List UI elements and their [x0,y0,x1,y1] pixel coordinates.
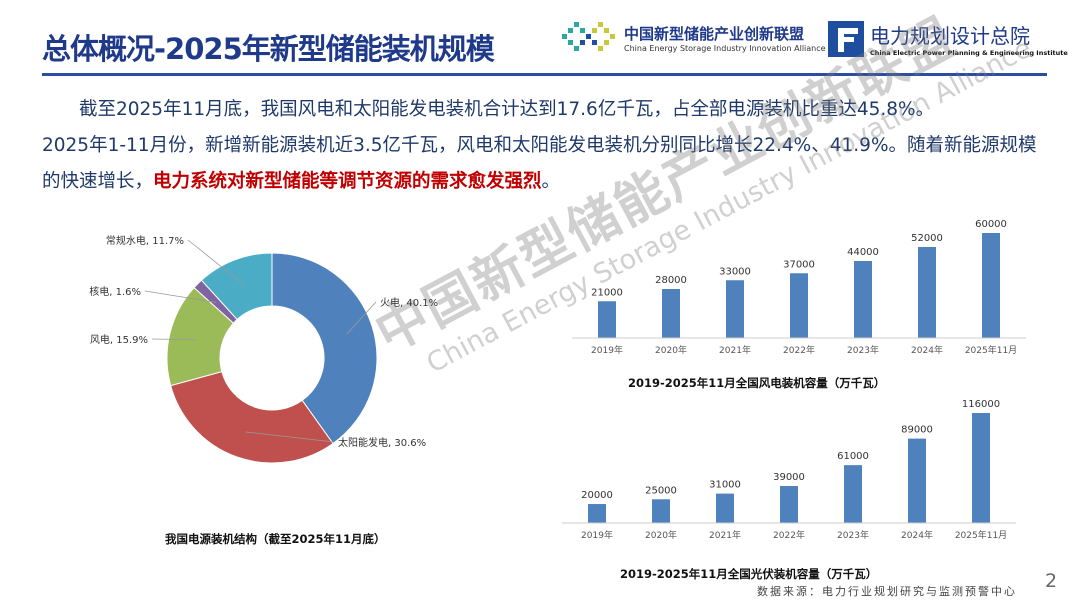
summary-line: 截至2025年11月底，我国风电和太阳能发电装机合计达到17.6亿千瓦，占全部电… [79,99,935,120]
bar-value-label: 28000 [655,275,687,286]
summary-line: 2025年1-11月份，新增新能源装机近3.5亿千瓦，风电和太阳能发电装机分别同… [42,135,1037,192]
slice-label: 风电, 15.9% [90,333,148,346]
bar [598,301,616,338]
institute-name-en: China Electric Power Planning & Engineer… [870,49,1068,57]
bar [972,413,990,523]
summary-end: 。 [541,171,561,192]
bar [844,465,862,523]
bar-value-label: 61000 [837,451,869,462]
bar [982,233,1000,338]
x-tick-label: 2024年 [901,529,933,541]
bar-value-label: 31000 [709,480,741,491]
alliance-name: 中国新型储能产业创新联盟 [624,25,805,43]
x-tick-label: 2025年11月 [955,529,1007,541]
slice-label: 火电, 40.1% [380,296,438,309]
x-tick-label: 2019年 [591,344,623,356]
leader-line [151,338,196,341]
institute-logo-icon [828,20,864,57]
highlight-text: 电力系统对新型储能等调节资源的需求愈发强烈 [153,171,542,192]
bar-value-label: 21000 [591,287,623,298]
alliance-logo: 中国新型储能产业创新联盟 China Energy Storage Industr… [560,20,826,56]
donut-slice-常规水电 [200,252,273,321]
x-tick-label: 2020年 [655,344,687,356]
x-tick-label: 2021年 [709,529,741,541]
bar-value-label: 52000 [911,233,943,244]
page-number: 2 [1045,570,1058,592]
donut-title: 我国电源装机结构（截至2025年11月底） [165,532,386,546]
bar [918,247,936,338]
bar [652,499,670,523]
bar [908,438,926,523]
data-source: 数据来源：电力行业规划研究与监测预警中心 [757,585,1017,598]
slice-label: 太阳能发电, 30.6% [338,436,426,449]
bar-value-label: 89000 [901,425,933,436]
institute-logo: 电力规划设计总院 China Electric Power Planning & … [828,20,1068,57]
wind-chart-title: 2019-2025年11月全国风电装机容量（万千瓦） [628,376,886,390]
bar [854,261,872,338]
alliance-logo-icon [562,22,615,51]
x-tick-label: 2024年 [911,344,943,356]
bar-value-label: 37000 [783,259,815,270]
page-title: 总体概况-2025年新型储能装机规模 [42,32,495,66]
bar [790,273,808,338]
institute-name: 电力规划设计总院 [870,24,1030,48]
leader-line [187,239,245,286]
leader-line [144,290,217,303]
x-tick-label: 2023年 [837,529,869,541]
x-tick-label: 2022年 [783,344,815,356]
bar-value-label: 60000 [975,219,1007,230]
x-tick-label: 2022年 [773,529,805,541]
bar-value-label: 33000 [719,266,751,277]
bar-value-label: 20000 [581,490,613,501]
x-tick-label: 2020年 [645,529,677,541]
bar [716,493,734,523]
summary-paragraph: 截至2025年11月底，我国风电和太阳能发电装机合计达到17.6亿千瓦，占全部电… [42,92,1052,200]
header-divider [42,73,1047,76]
bar-value-label: 116000 [962,399,1000,410]
leader-line [245,431,335,443]
slice-label: 核电, 1.6% [89,285,141,298]
donut-slice-火电 [271,252,378,445]
bar-value-label: 39000 [773,472,805,483]
x-tick-label: 2023年 [847,344,879,356]
solar-chart-title: 2019-2025年11月全国光伏装机容量（万千瓦） [620,567,878,581]
leader-line [346,301,377,335]
bar [662,289,680,338]
bar-value-label: 25000 [645,485,677,496]
x-tick-label: 2019年 [581,529,613,541]
x-tick-label: 2025年11月 [965,344,1017,356]
x-tick-label: 2021年 [719,344,751,356]
slice-label: 常规水电, 11.7% [106,234,184,247]
bar [726,280,744,338]
bar [588,504,606,523]
donut-slice-太阳能发电 [170,371,334,464]
alliance-name-en: China Energy Storage Industry Innovation… [624,44,826,53]
bar [780,486,798,523]
bar-value-label: 44000 [847,247,879,258]
